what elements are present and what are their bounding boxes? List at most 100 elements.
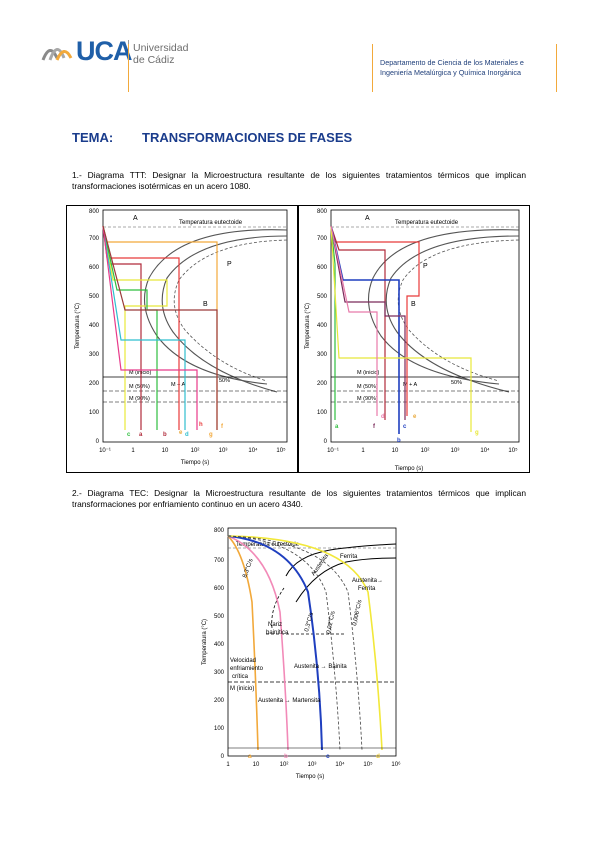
r-region-p: P [423,263,428,270]
ttt-l-label-f: f [221,424,224,430]
tec-ytick-200: 200 [214,698,225,704]
eutectoid-label: Temperatura eutectoide [179,220,243,226]
dept-line1: Departamento de Ciencia de los Materiale… [380,58,524,67]
ttt-l-label-c: c [127,432,131,438]
department-name: Departamento de Ciencia de los Materiale… [380,58,552,78]
ttt-ylabel: Temperatura (°C) [75,303,81,349]
tec-diagram: 0 100 200 300 400 500 600 700 800 1 10 1… [196,522,408,792]
header-rule-right-a [372,44,373,92]
university-logo: UCA Universidad de Cádiz [40,36,200,70]
tec-nariz-2: bainítica [266,630,289,636]
logo-uca: UCA [76,36,132,66]
logo-mark-icon [41,48,73,61]
r-region-a: A [365,215,370,222]
r-eutectoid-label: Temperatura eutectoide [395,220,459,226]
ytick-500: 500 [89,294,100,300]
r-ytick-800: 800 [317,209,328,215]
xtick-6: 10⁵ [276,447,286,454]
ytick-300: 300 [89,352,100,358]
r-ms-label: M (inicio) [357,370,379,376]
tec-xtick-4: 10⁴ [335,761,345,768]
tec-xtick-6: 10⁶ [391,761,401,768]
tec-nariz-1: Nariz [268,622,282,628]
ttt-r-label-c: c [403,424,407,430]
ttt-l-label-h: h [199,422,203,428]
r-ytick-400: 400 [317,323,328,329]
pct50-label: 50% [219,378,230,384]
ttt-r-label-g: g [475,430,479,436]
header-rule-left [128,44,129,92]
region-b: B [203,301,208,308]
tema-label: TEMA: [72,130,114,145]
region-p: P [227,261,232,268]
r-xlabel: Tiempo (s) [395,466,423,472]
tec-xtick-1: 10 [253,762,260,768]
ttt-r-label-f: f [373,424,376,430]
tec-ms: M (inicio) [230,686,254,692]
ytick-800: 800 [89,209,100,215]
tec-xtick-2: 10² [280,762,289,768]
r-xtick-6: 10⁵ [508,447,518,454]
tec-rate2: 0,3°C/s [304,612,315,633]
r-ytick-300: 300 [317,352,328,358]
tec-label-b: b [284,753,288,760]
tec-vel-1: Velocidad [230,658,256,664]
r-ma-label: M + A [403,382,418,388]
r-region-b: B [411,301,416,308]
ttt-r-label-e: e [413,414,417,420]
r-ytick-600: 600 [317,265,328,271]
xtick-0: 10⁻¹ [99,448,111,454]
header-rule-right-b [556,44,557,92]
dept-line2: Ingeniería Metalúrgica y Química Inorgán… [380,68,522,77]
r-xtick-1: 1 [361,448,365,454]
r-xtick-4: 10³ [451,448,460,454]
tec-rate3: 0,02°C/s [326,611,337,635]
r-xtick-5: 10⁴ [480,447,490,454]
tec-ytick-400: 400 [214,642,225,648]
tec-ylabel: Temperatura (°C) [202,619,208,665]
ttt-l-label-d: d [185,432,189,438]
r-m50-label: M (50%) [357,384,378,390]
ttt-l-label-g: g [209,432,213,438]
logo-line2: de Cádiz [133,54,175,66]
xtick-2: 10 [162,448,169,454]
tec-label-d: d [376,753,380,760]
ttt-l-label-a: a [139,432,143,438]
m50-label: M (50%) [129,384,150,390]
tec-ytick-100: 100 [214,726,225,732]
ttt-r-label-a: a [335,424,339,430]
tec-xlabel: Tiempo (s) [296,774,324,780]
tec-eutectoid: Temperatura eutectoide [236,542,300,548]
ytick-0: 0 [96,439,100,445]
r-ytick-0: 0 [324,439,328,445]
tec-ytick-700: 700 [214,558,225,564]
ytick-200: 200 [89,381,100,387]
xtick-4: 10³ [219,448,228,454]
tec-aust-mart: Austenita → Martensita [258,698,321,704]
tec-label-a: a [248,753,252,760]
tec-ytick-0: 0 [221,754,225,760]
tec-xtick-3: 10³ [308,762,317,768]
tec-aust-bain: Austenita → Bainita [294,664,347,670]
tec-aust-ferrita-2: Ferrita [358,586,376,592]
tec-ytick-600: 600 [214,586,225,592]
ttt-xlabel: Tiempo (s) [181,460,209,466]
r-ytick-200: 200 [317,381,328,387]
ms-label: M (inicio) [129,370,151,376]
ytick-100: 100 [89,410,100,416]
xtick-5: 10⁴ [248,447,258,454]
tec-label-c: c [326,753,330,760]
xtick-1: 1 [131,448,135,454]
tec-vel-3: crítica [232,674,249,680]
region-a: A [133,215,138,222]
m90-label: M (90%) [129,396,150,402]
section1-text: 1.- Diagrama TTT: Designar la Microestru… [72,170,526,191]
tec-ytick-500: 500 [214,614,225,620]
ttt-l-label-e: e [179,430,183,436]
r-pct50-label: 50% [451,380,462,386]
ttt-diagram-right: 0 100 200 300 400 500 600 700 800 10⁻¹ 1… [298,205,530,473]
ttt-r-label-d: d [381,414,385,420]
ytick-400: 400 [89,323,100,329]
tec-ferrita: Ferrita [340,554,358,560]
r-ylabel: Temperatura (°C) [305,303,311,349]
